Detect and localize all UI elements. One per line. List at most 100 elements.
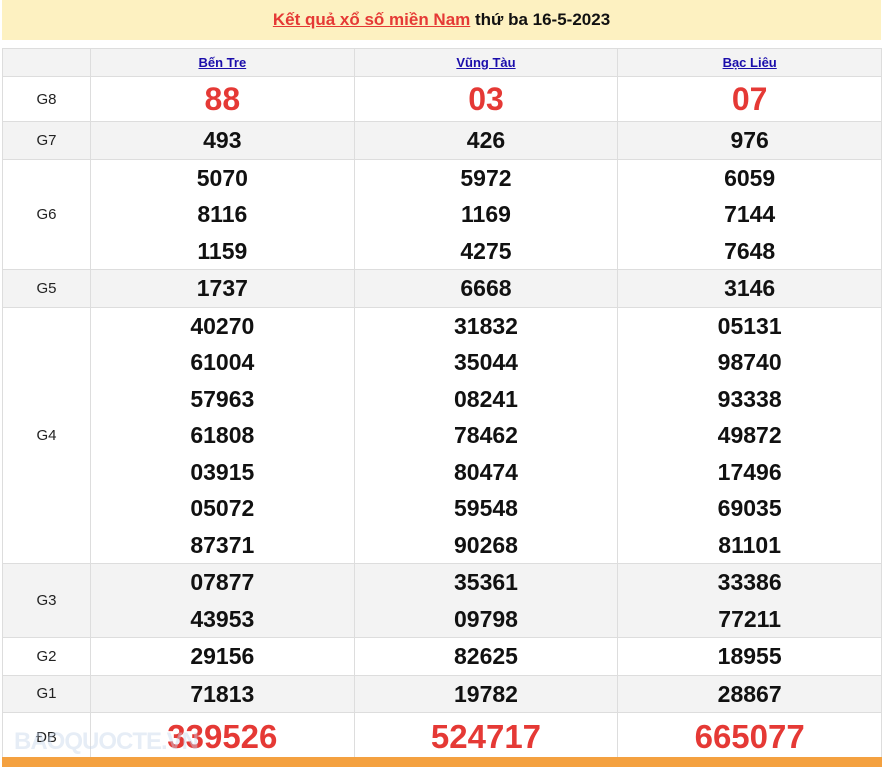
prize-cell: 976 [617, 121, 882, 160]
prize-label: G5 [2, 269, 91, 308]
prize-number: 35361 [454, 569, 518, 595]
prize-cell: 29156 [90, 637, 355, 676]
prize-number: 6668 [460, 275, 512, 301]
results-title: Kết quả xổ số miền Nam thứ ba 16-5-2023 [2, 0, 881, 40]
prize-number: 07 [731, 81, 768, 117]
prize-number: 69035 [717, 495, 782, 521]
prize-number: 1169 [461, 201, 511, 227]
prize-number: 7144 [724, 201, 776, 227]
prize-number: 09798 [454, 605, 518, 632]
prize-cell: 5070 8116 1159 [90, 158, 355, 270]
prize-cell: 05131 98740 93338 49872 17496 69035 81101 [617, 306, 882, 564]
prize-cell: 1737 [90, 269, 355, 308]
prize-cell: 524717 [353, 712, 619, 762]
prize-number: 49872 [717, 422, 782, 448]
prize-number: 29156 [190, 643, 255, 669]
prize-number: 87371 [190, 531, 255, 558]
results-table: Bến Tre Vũng Tàu Bạc Liêu G8 88 03 07 G7 493 4… [2, 48, 882, 762]
prize-label: G3 [2, 563, 91, 638]
prize-cell: 493 [90, 121, 355, 160]
prize-cell: 6059 7144 7648 [617, 158, 882, 270]
prize-label: G1 [2, 674, 91, 713]
prize-number: 1159 [197, 237, 248, 264]
province-link[interactable]: Bến Tre [198, 55, 247, 70]
prize-number: 61808 [190, 422, 255, 448]
prize-number: 03 [468, 81, 504, 117]
prize-label: ĐB [2, 712, 91, 762]
prize-row-đb: ĐB 339526 524717 665077 [2, 712, 882, 762]
prize-row-g8: G8 88 03 07 [2, 76, 882, 122]
prize-row-g7: G7 493 426 976 [2, 121, 882, 160]
prize-number: 77211 [718, 605, 781, 632]
prize-cell: 339526 [90, 712, 355, 762]
prize-number: 59548 [454, 495, 518, 521]
prize-number: 4275 [460, 237, 512, 264]
prize-cell: 665077 [617, 712, 882, 762]
prize-row-g1: G1 71813 19782 28867 [2, 674, 882, 713]
prize-number: 05072 [190, 495, 255, 521]
prize-cell: 5972 1169 4275 [353, 158, 619, 270]
prize-cell: 82625 [353, 637, 619, 676]
prize-number: 339526 [167, 718, 278, 755]
prize-row-g6: G6 5070 8116 1159 5972 1169 4275 6059 7144 7648 [2, 158, 882, 270]
prize-row-g2: G2 29156 82625 18955 [2, 637, 882, 676]
prize-row-g5: G5 1737 6668 3146 [2, 269, 882, 308]
prize-cell: 3146 [617, 269, 882, 308]
prize-number: 98740 [717, 349, 782, 375]
prize-number: 61004 [190, 349, 255, 375]
prize-row-g3: G3 07877 43953 35361 09798 33386 77211 [2, 563, 882, 638]
prize-number: 1737 [196, 275, 248, 301]
prize-number: 3146 [724, 275, 776, 301]
prize-row-g4: G4 40270 61004 57963 61808 03915 05072 87371 318… [2, 306, 882, 564]
prize-cell: 19782 [353, 674, 619, 713]
prize-number: 28867 [717, 680, 782, 707]
prize-cell: 31832 35044 08241 78462 80474 59548 90268 [353, 306, 619, 564]
prize-number: 17496 [717, 458, 782, 485]
prize-label: G7 [2, 121, 91, 160]
prize-number: 5070 [196, 164, 248, 191]
prize-number: 31832 [454, 312, 518, 339]
prize-number: 665077 [694, 718, 805, 755]
prize-number: 40270 [190, 312, 255, 339]
prize-number: 976 [730, 127, 769, 153]
header-row: Bến Tre Vũng Tàu Bạc Liêu [2, 48, 882, 77]
prize-number: 88 [204, 81, 241, 117]
prize-number: 57963 [190, 385, 255, 412]
prize-number: 07877 [190, 569, 255, 595]
title-date: thứ ba 16-5-2023 [470, 10, 611, 29]
prize-number: 43953 [190, 605, 255, 632]
prize-number: 08241 [454, 385, 518, 412]
prize-number: 6059 [724, 164, 776, 191]
prize-number: 78462 [454, 422, 518, 448]
prize-cell: 71813 [90, 674, 355, 713]
prize-number: 8116 [197, 201, 248, 227]
prize-number: 93338 [717, 385, 782, 412]
prize-cell: 6668 [353, 269, 619, 308]
prize-number: 493 [203, 127, 242, 153]
prize-cell: 33386 77211 [617, 563, 882, 638]
prize-number: 82625 [454, 643, 518, 669]
prize-cell: 88 [90, 76, 355, 122]
prize-number: 7648 [724, 237, 776, 264]
prize-label: G2 [2, 637, 91, 676]
prize-number: 05131 [717, 312, 782, 339]
prize-cell: 426 [353, 121, 619, 160]
prize-number: 5972 [460, 164, 512, 191]
prize-cell: 18955 [617, 637, 882, 676]
prize-cell: 07877 43953 [90, 563, 355, 638]
header-blank [2, 48, 91, 77]
prize-number: 19782 [454, 680, 518, 707]
province-link[interactable]: Vũng Tàu [456, 55, 516, 70]
prize-number: 33386 [717, 569, 782, 595]
footer-bar [2, 757, 882, 767]
title-link[interactable]: Kết quả xổ số miền Nam [272, 10, 471, 29]
prize-cell: 03 [353, 76, 619, 122]
prize-cell: 40270 61004 57963 61808 03915 05072 87371 [90, 306, 355, 564]
province-link[interactable]: Bạc Liêu [722, 55, 777, 70]
prize-number: 524717 [430, 718, 542, 755]
prize-number: 18955 [717, 643, 782, 669]
prize-number: 03915 [190, 458, 255, 485]
prize-number: 90268 [454, 531, 518, 558]
prize-number: 80474 [454, 458, 518, 485]
prize-label: G8 [2, 76, 91, 122]
